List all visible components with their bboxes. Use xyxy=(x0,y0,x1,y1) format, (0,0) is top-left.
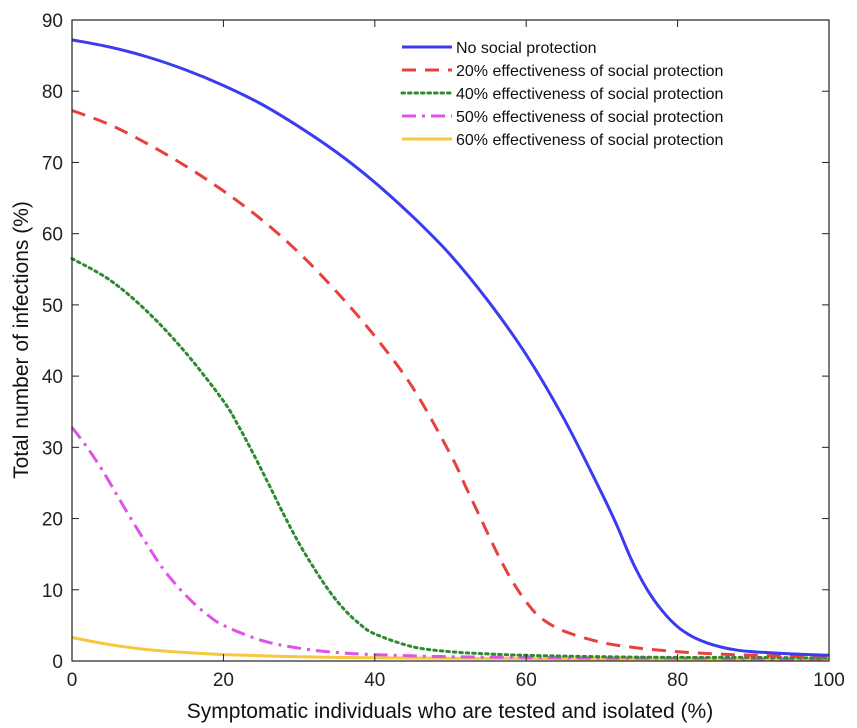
series-line-0 xyxy=(71,38,830,657)
legend-label-1: 20% effectiveness of social protection xyxy=(456,63,723,80)
x-tick-label: 100 xyxy=(813,670,845,691)
y-tick-label: 40 xyxy=(42,367,63,388)
legend-label-4: 60% effectiveness of social protection xyxy=(456,132,723,149)
y-tick-label: 60 xyxy=(42,225,63,246)
y-tick-label: 30 xyxy=(42,438,63,459)
plot-area xyxy=(72,20,829,661)
y-tick-label: 10 xyxy=(42,581,63,602)
y-tick-label: 90 xyxy=(42,11,63,32)
legend-label-0: No social protection xyxy=(456,40,597,57)
y-tick-label: 20 xyxy=(42,510,63,531)
x-axis-title: Symptomatic individuals who are tested a… xyxy=(187,700,713,723)
tick-layer: 0 20 40 60 80 100 0 10 20 30 40 50 60 70 80 90 xyxy=(42,11,845,691)
y-tick-label: 70 xyxy=(42,153,63,174)
x-tick-label: 0 xyxy=(67,670,78,691)
series-line-1 xyxy=(71,109,830,659)
y-tick-label: 0 xyxy=(52,652,63,673)
x-tick-label: 40 xyxy=(364,670,385,691)
series-line-3 xyxy=(70,426,830,661)
legend-label-3: 50% effectiveness of social protection xyxy=(456,109,723,126)
plot-frame xyxy=(71,19,830,662)
series-line-2 xyxy=(70,257,831,660)
y-tick-label: 50 xyxy=(42,296,63,317)
x-tick-label: 80 xyxy=(667,670,688,691)
x-tick-label: 60 xyxy=(516,670,537,691)
y-axis-title: Total number of infections (%) xyxy=(10,201,33,479)
series-layer xyxy=(70,38,831,661)
y-tick-label: 80 xyxy=(42,82,63,103)
legend-label-2: 40% effectiveness of social protection xyxy=(456,86,723,103)
legend: No social protection 20% effectiveness of… xyxy=(400,40,723,149)
x-tick-label: 20 xyxy=(213,670,234,691)
